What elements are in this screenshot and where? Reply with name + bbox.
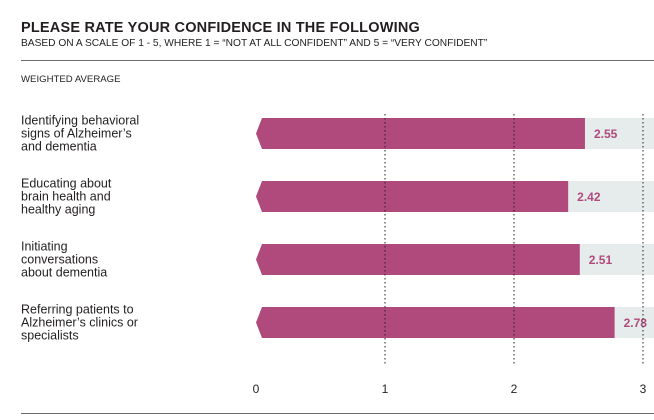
category-label: Identifying behavioral: [21, 114, 139, 128]
x-tick-label: 2: [511, 382, 518, 396]
category-label: specialists: [21, 329, 79, 343]
category-label: about dementia: [21, 266, 107, 280]
value-label: 2.51: [589, 253, 613, 267]
chart-subtitle: BASED ON A SCALE OF 1 - 5, WHERE 1 = “NO…: [21, 38, 488, 49]
bottom-divider: [21, 413, 654, 414]
value-label: 2.78: [624, 316, 648, 330]
chart-title: PLEASE RATE YOUR CONFIDENCE IN THE FOLLO…: [21, 20, 420, 36]
bar: [256, 307, 615, 338]
x-tick-label: 1: [382, 382, 389, 396]
value-label: 2.42: [577, 190, 601, 204]
category-label: brain health and: [21, 190, 111, 204]
category-label: Referring patients to: [21, 303, 134, 317]
bar: [256, 118, 585, 149]
category-label: conversations: [21, 253, 98, 267]
category-label: healthy aging: [21, 203, 95, 217]
category-label: Educating about: [21, 177, 112, 191]
x-tick-label: 0: [253, 382, 260, 396]
category-label: Alzheimer’s clinics or: [21, 316, 138, 330]
x-tick-label: 3: [640, 382, 647, 396]
value-label: 2.55: [594, 127, 618, 141]
bar: [256, 181, 569, 212]
bar: [256, 244, 580, 275]
category-label: and dementia: [21, 140, 97, 154]
category-label: Initiating: [21, 240, 68, 254]
metric-label: WEIGHTED AVERAGE: [21, 74, 121, 85]
category-label: signs of Alzheimer’s: [21, 127, 132, 141]
top-divider: [21, 60, 654, 61]
